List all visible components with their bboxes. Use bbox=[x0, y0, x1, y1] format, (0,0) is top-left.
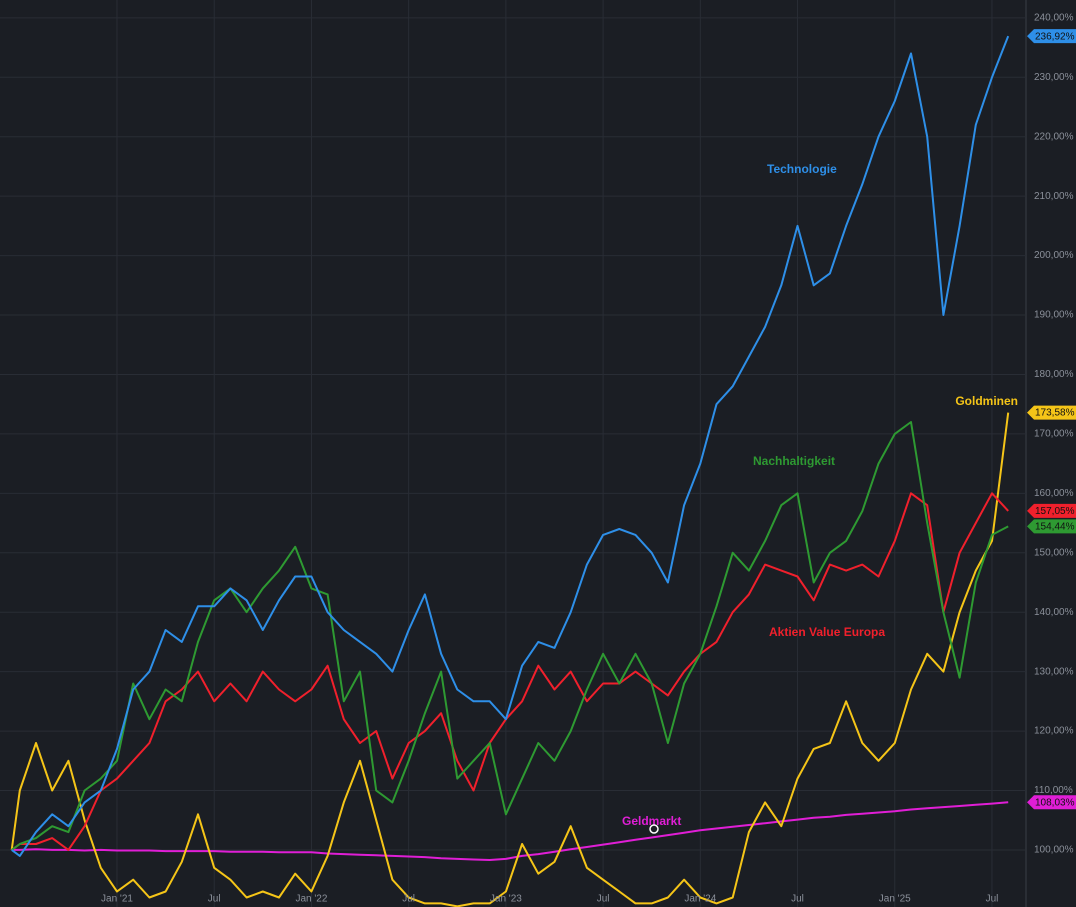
value-tag-label: 154,44% bbox=[1035, 522, 1075, 533]
x-tick-label: Jul bbox=[986, 894, 999, 905]
y-tick-label: 190,00% bbox=[1034, 310, 1074, 321]
y-tick-label: 100,00% bbox=[1034, 845, 1074, 856]
x-tick-label: Jul bbox=[402, 894, 415, 905]
y-tick-label: 150,00% bbox=[1034, 547, 1074, 558]
value-tag-label: 108,03% bbox=[1035, 797, 1075, 808]
y-tick-label: 220,00% bbox=[1034, 131, 1074, 142]
value-tag bbox=[1027, 519, 1076, 534]
x-tick-label: Jan '23 bbox=[490, 894, 522, 905]
series-line bbox=[11, 35, 1010, 857]
y-tick-label: 120,00% bbox=[1034, 726, 1074, 737]
x-tick-label: Jul bbox=[791, 894, 804, 905]
value-tag bbox=[1027, 503, 1076, 518]
y-tick-label: 200,00% bbox=[1034, 250, 1074, 261]
x-tick-label: Jan '24 bbox=[684, 894, 716, 905]
y-tick-label: 160,00% bbox=[1034, 488, 1074, 499]
value-tag-label: 157,05% bbox=[1035, 506, 1075, 517]
marker-dot bbox=[649, 824, 659, 834]
series-label: Geldmarkt bbox=[622, 814, 681, 828]
value-tag bbox=[1027, 405, 1076, 420]
value-tag bbox=[1027, 29, 1076, 44]
series-label: Goldminen bbox=[955, 394, 1018, 408]
series-label: Technologie bbox=[767, 162, 837, 176]
series-line bbox=[10, 412, 1010, 907]
x-tick-label: Jul bbox=[208, 894, 221, 905]
y-tick-label: 170,00% bbox=[1034, 429, 1074, 440]
y-tick-label: 240,00% bbox=[1034, 12, 1074, 23]
y-tick-label: 110,00% bbox=[1034, 785, 1073, 796]
series-line bbox=[11, 421, 1009, 851]
x-tick-label: Jan '22 bbox=[295, 894, 327, 905]
value-tag-label: 173,58% bbox=[1035, 408, 1075, 419]
y-tick-label: 230,00% bbox=[1034, 72, 1074, 83]
value-tag-label: 236,92% bbox=[1035, 31, 1075, 42]
series-label: Nachhaltigkeit bbox=[753, 454, 835, 468]
series-line bbox=[11, 801, 1009, 861]
y-tick-label: 130,00% bbox=[1034, 666, 1074, 677]
x-tick-label: Jan '25 bbox=[879, 894, 911, 905]
y-tick-label: 210,00% bbox=[1034, 191, 1074, 202]
x-tick-label: Jul bbox=[597, 894, 610, 905]
y-tick-label: 140,00% bbox=[1034, 607, 1074, 618]
x-tick-label: Jan '21 bbox=[101, 894, 133, 905]
value-tag bbox=[1027, 795, 1076, 810]
y-tick-label: 180,00% bbox=[1034, 369, 1074, 380]
grid bbox=[0, 0, 1026, 907]
series-label: Aktien Value Europa bbox=[769, 625, 885, 639]
